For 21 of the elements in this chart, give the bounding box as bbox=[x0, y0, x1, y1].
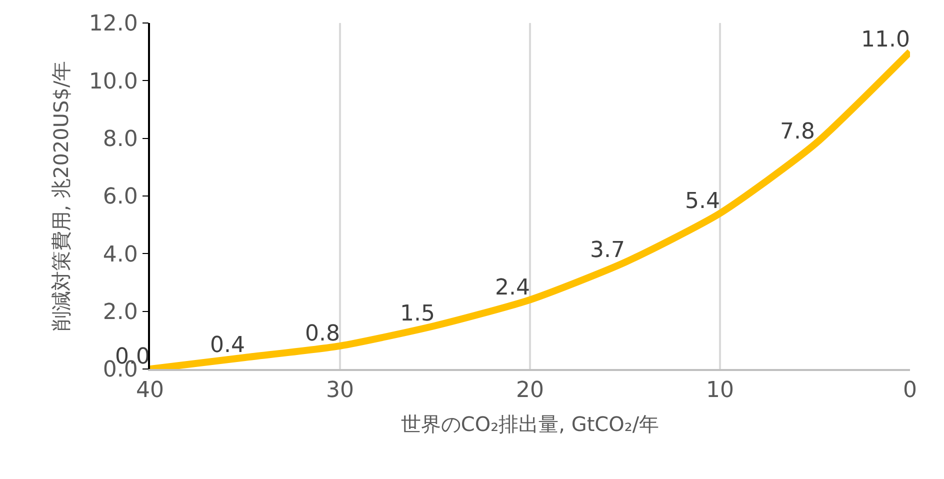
x-tick-label: 30 bbox=[326, 378, 354, 404]
y-tick-label: 10.0 bbox=[88, 69, 138, 94]
data-label: 7.8 bbox=[780, 120, 815, 145]
x-axis-title: 世界のCO₂排出量, GtCO₂/年 bbox=[400, 412, 660, 436]
y-tick-label: 4.0 bbox=[102, 242, 138, 268]
y-axis-title: 削減対策費用, 兆2020US$/年 bbox=[48, 60, 73, 332]
data-label: 0.8 bbox=[305, 321, 340, 346]
y-tick-label: 6.0 bbox=[102, 184, 138, 210]
x-tick-label: 20 bbox=[516, 378, 544, 404]
y-tick-label: 12.0 bbox=[88, 12, 138, 37]
data-label: 2.4 bbox=[495, 275, 530, 300]
data-label: 11.0 bbox=[861, 27, 910, 52]
x-tick-label: 40 bbox=[136, 378, 164, 404]
y-tick-label: 8.0 bbox=[102, 127, 138, 152]
data-label: 3.7 bbox=[590, 238, 625, 263]
data-label: 1.5 bbox=[400, 301, 435, 326]
data-label: 0.4 bbox=[210, 332, 245, 358]
y-tick-label: 2.0 bbox=[102, 300, 138, 326]
x-tick-label: 0 bbox=[903, 378, 917, 404]
data-label: 5.4 bbox=[685, 188, 720, 214]
x-tick-label: 10 bbox=[706, 378, 734, 404]
